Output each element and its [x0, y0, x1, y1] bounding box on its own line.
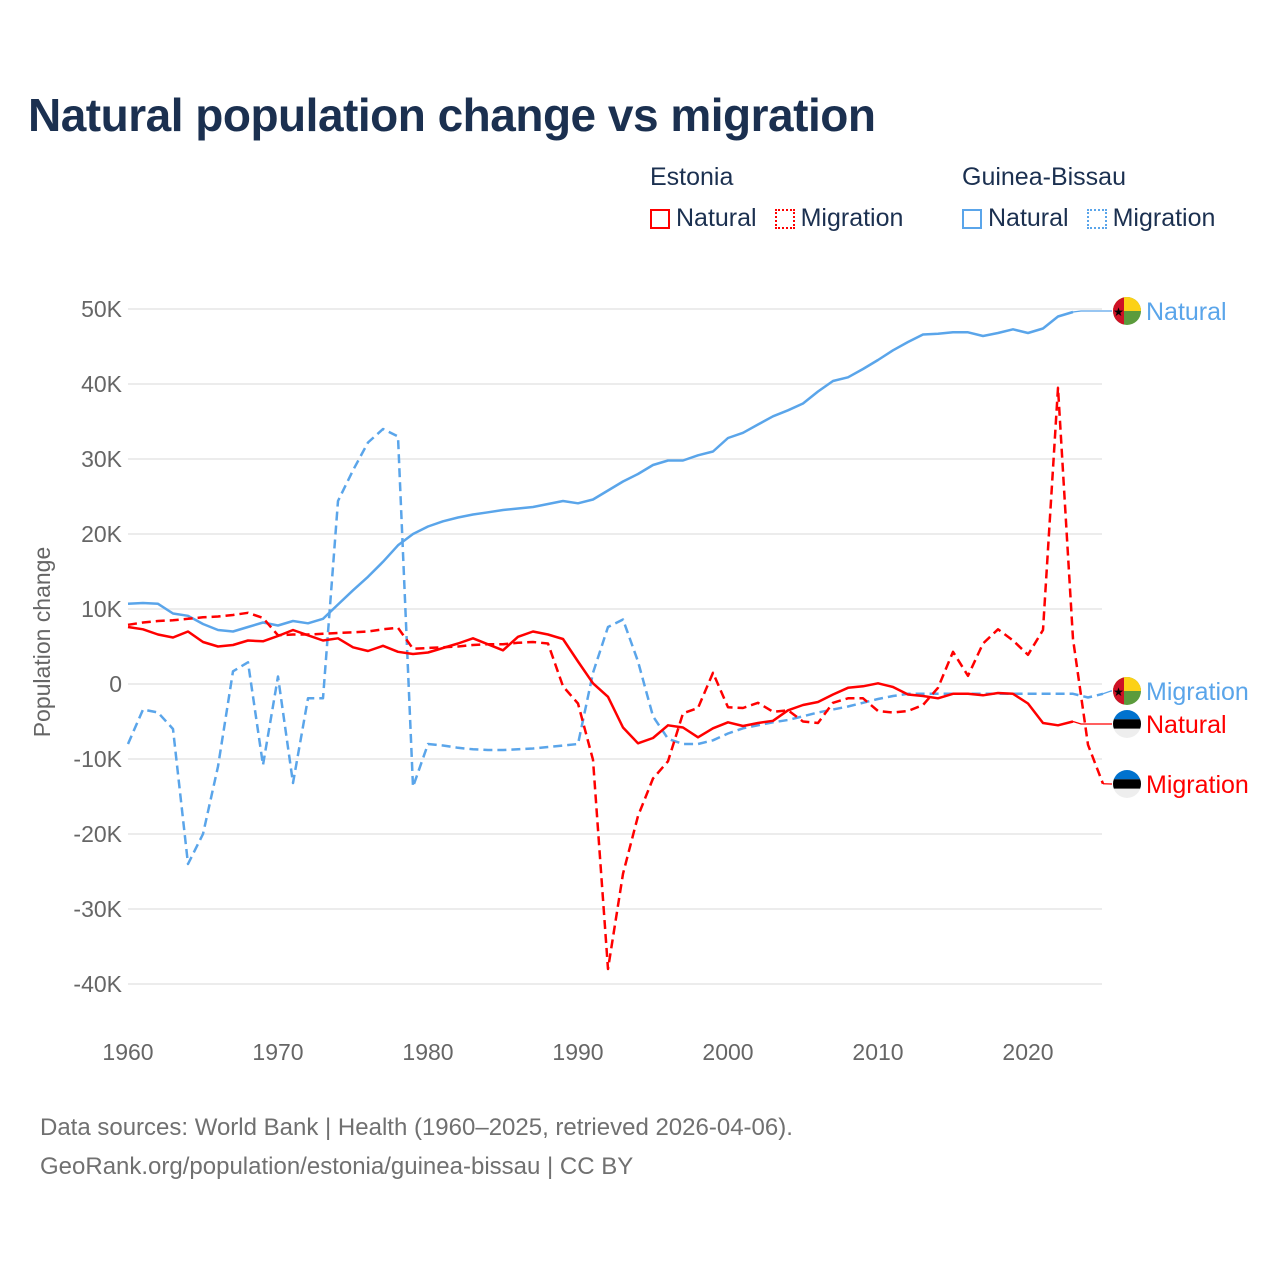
legend-estonia-migration[interactable]: Migration — [774, 204, 904, 233]
end-label: Migration — [1146, 771, 1249, 799]
estonia-flag-icon — [1113, 770, 1141, 798]
label-connector — [1072, 720, 1112, 725]
legend-group-title: Estonia — [650, 163, 734, 191]
y-tick-label: -10K — [73, 746, 122, 772]
legend-estonia-natural[interactable]: Natural — [650, 204, 757, 233]
y-tick-label: 10K — [81, 596, 123, 622]
y-tick-label: 40K — [81, 371, 123, 397]
legend-gb-natural[interactable]: Natural — [962, 204, 1069, 233]
guinea-bissau-flag-icon: ★ — [1113, 297, 1141, 325]
end-label: Natural — [1146, 298, 1227, 326]
end-label: Natural — [1146, 711, 1227, 739]
y-tick-label: 20K — [81, 521, 123, 547]
x-tick-label: 2020 — [1002, 1039, 1053, 1065]
series-line-guinea-bissau-natural[interactable] — [127, 310, 1074, 633]
legend-gb-migration[interactable]: Migration — [1086, 204, 1216, 233]
chart-title: Natural population change vs migration — [28, 89, 876, 141]
data-sources: Data sources: World Bank | Health (1960–… — [40, 1114, 793, 1141]
y-tick-label: -20K — [73, 821, 122, 847]
label-connector — [1102, 690, 1112, 695]
y-tick-label: 50K — [81, 296, 123, 322]
series-line-guinea-bissau-migration[interactable] — [126, 427, 1104, 866]
y-tick-label: 0 — [109, 671, 122, 697]
svg-text:★: ★ — [1113, 685, 1124, 699]
svg-text:★: ★ — [1113, 305, 1124, 319]
x-tick-label: 1960 — [102, 1039, 153, 1065]
x-tick-label: 1980 — [402, 1039, 453, 1065]
x-tick-label: 1970 — [252, 1039, 303, 1065]
footer: Data sources: World Bank | Health (1960–… — [40, 1108, 793, 1186]
legend-label: Migration — [800, 204, 904, 232]
source-link[interactable]: GeoRank.org/population/estonia/guinea-bi… — [40, 1153, 634, 1180]
x-tick-label: 1990 — [552, 1039, 603, 1065]
guinea-bissau-flag-icon: ★ — [1113, 677, 1141, 705]
y-axis-label: Population change — [29, 547, 55, 738]
y-tick-label: -40K — [73, 971, 122, 997]
legend-estonia: Estonia Natural Migration — [650, 163, 921, 236]
legend-guinea-bissau: Guinea-Bissau Natural Migration — [962, 163, 1215, 236]
estonia-flag-icon — [1113, 710, 1141, 738]
x-tick-label: 2000 — [702, 1039, 753, 1065]
label-connector — [1072, 310, 1112, 313]
legend-label: Migration — [1112, 204, 1216, 232]
series-line-estonia-natural[interactable] — [127, 625, 1074, 745]
legend-group-title: Guinea-Bissau — [962, 163, 1126, 191]
x-tick-label: 2010 — [852, 1039, 903, 1065]
legend-label: Natural — [676, 204, 757, 232]
series-line-estonia-migration[interactable] — [127, 386, 1105, 971]
end-label: Migration — [1146, 678, 1249, 706]
y-tick-label: 30K — [81, 446, 123, 472]
legend-label: Natural — [988, 204, 1069, 232]
y-tick-label: -30K — [73, 896, 122, 922]
